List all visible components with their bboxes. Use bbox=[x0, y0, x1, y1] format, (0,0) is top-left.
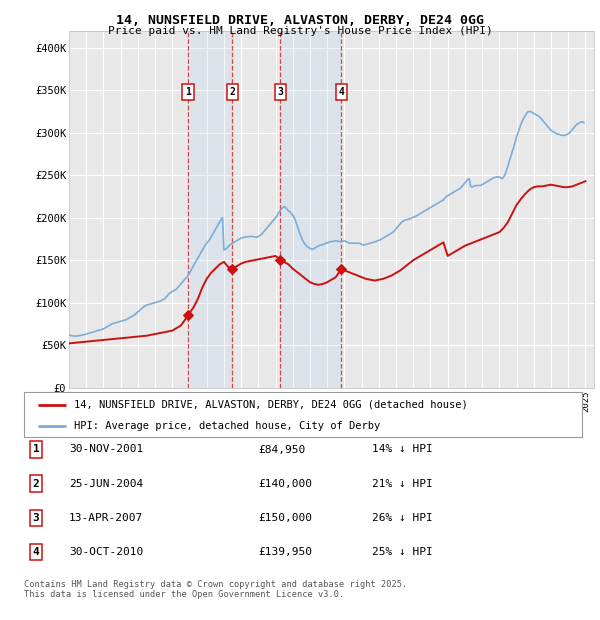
Text: 3: 3 bbox=[32, 513, 40, 523]
Text: Contains HM Land Registry data © Crown copyright and database right 2025.
This d: Contains HM Land Registry data © Crown c… bbox=[24, 580, 407, 599]
Text: HPI: Average price, detached house, City of Derby: HPI: Average price, detached house, City… bbox=[74, 421, 380, 431]
Text: 26% ↓ HPI: 26% ↓ HPI bbox=[372, 513, 433, 523]
Text: 25-JUN-2004: 25-JUN-2004 bbox=[69, 479, 143, 489]
Text: £139,950: £139,950 bbox=[258, 547, 312, 557]
Text: Price paid vs. HM Land Registry's House Price Index (HPI): Price paid vs. HM Land Registry's House … bbox=[107, 26, 493, 36]
Text: £150,000: £150,000 bbox=[258, 513, 312, 523]
Text: £84,950: £84,950 bbox=[258, 445, 305, 454]
Text: 1: 1 bbox=[32, 445, 40, 454]
Text: 25% ↓ HPI: 25% ↓ HPI bbox=[372, 547, 433, 557]
Bar bbox=[280, 31, 341, 388]
Text: 30-OCT-2010: 30-OCT-2010 bbox=[69, 547, 143, 557]
Text: £140,000: £140,000 bbox=[258, 479, 312, 489]
Text: 14, NUNSFIELD DRIVE, ALVASTON, DERBY, DE24 0GG: 14, NUNSFIELD DRIVE, ALVASTON, DERBY, DE… bbox=[116, 14, 484, 27]
Text: 1: 1 bbox=[185, 87, 191, 97]
Bar bbox=[188, 31, 232, 388]
Text: 13-APR-2007: 13-APR-2007 bbox=[69, 513, 143, 523]
Text: 2: 2 bbox=[229, 87, 235, 97]
Text: 3: 3 bbox=[277, 87, 283, 97]
Text: 14, NUNSFIELD DRIVE, ALVASTON, DERBY, DE24 0GG (detached house): 14, NUNSFIELD DRIVE, ALVASTON, DERBY, DE… bbox=[74, 400, 468, 410]
Text: 4: 4 bbox=[32, 547, 40, 557]
Text: 2: 2 bbox=[32, 479, 40, 489]
Text: 4: 4 bbox=[338, 87, 344, 97]
Text: 30-NOV-2001: 30-NOV-2001 bbox=[69, 445, 143, 454]
Text: 14% ↓ HPI: 14% ↓ HPI bbox=[372, 445, 433, 454]
Text: 21% ↓ HPI: 21% ↓ HPI bbox=[372, 479, 433, 489]
